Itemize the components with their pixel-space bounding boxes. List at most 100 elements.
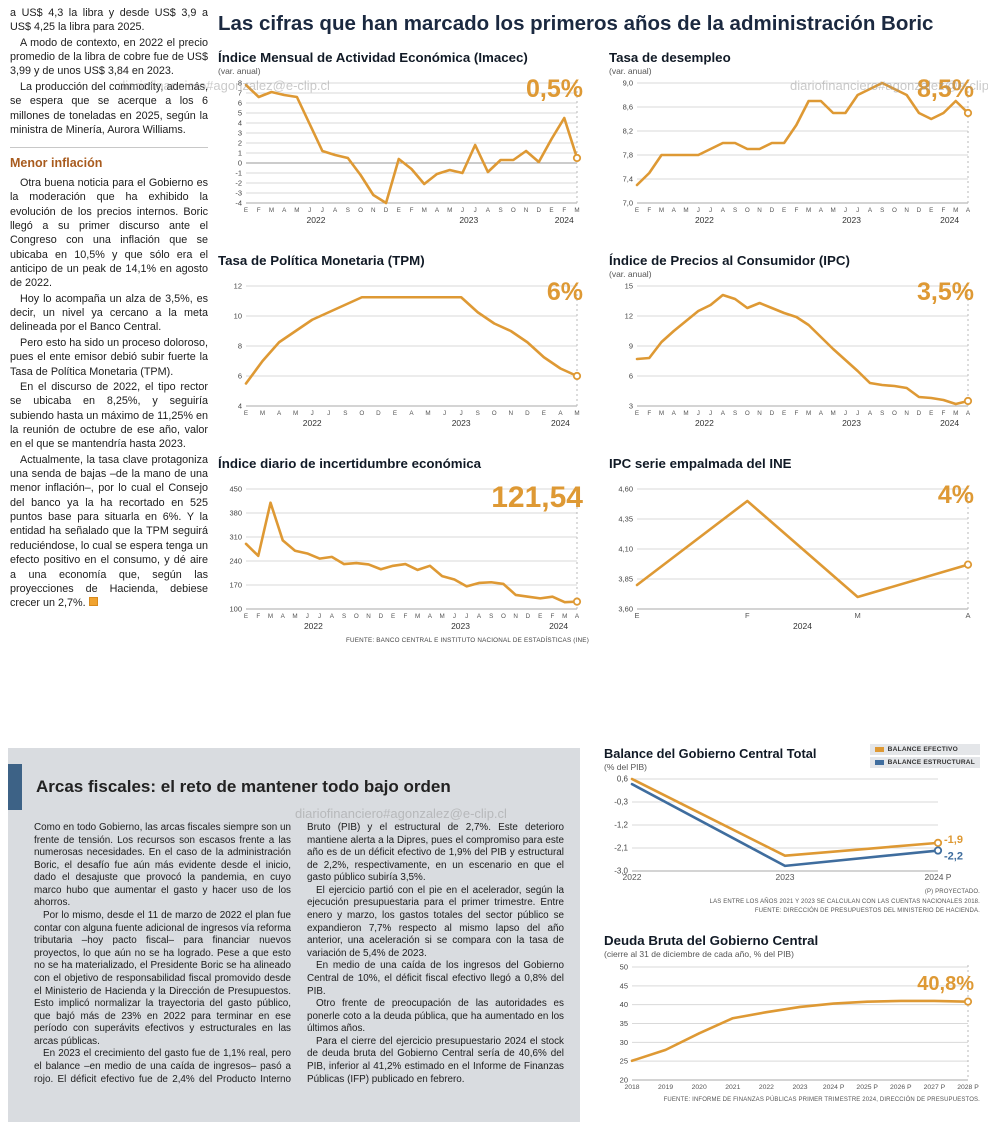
svg-text:2023: 2023 [842,418,861,428]
svg-text:D: D [376,410,381,417]
svg-text:J: J [697,207,700,214]
svg-text:8,6: 8,6 [623,103,633,112]
svg-text:0: 0 [238,159,242,168]
chart-highlight-value: 40,8% [917,972,974,995]
svg-text:M: M [683,207,688,214]
svg-text:-3: -3 [235,189,242,198]
svg-text:J: J [443,410,446,417]
svg-text:F: F [410,207,414,214]
svg-text:J: J [856,410,859,417]
svg-text:2024: 2024 [555,215,574,225]
svg-text:15: 15 [625,282,633,291]
svg-text:E: E [635,410,639,417]
svg-text:240: 240 [229,557,242,566]
article-paragraph: Pero esto ha sido un proceso doloroso, p… [10,336,208,378]
svg-text:M: M [574,410,579,417]
svg-text:J: J [460,410,463,417]
svg-text:S: S [499,207,503,214]
article-end-marker-icon [88,597,98,607]
svg-text:2027 P: 2027 P [924,1084,946,1091]
svg-text:3: 3 [629,402,633,411]
svg-text:6: 6 [629,372,633,381]
svg-text:A: A [965,611,970,620]
charts-section: Las cifras que han marcado los primeros … [218,6,980,644]
svg-text:A: A [672,410,677,417]
svg-text:D: D [537,207,542,214]
svg-text:A: A [409,410,414,417]
svg-text:A: A [277,410,282,417]
charts-source-note: FUENTE: BANCO CENTRAL E INSTITUTO NACION… [345,637,589,644]
article-paragraph: En el discurso de 2022, el tipo rector s… [10,380,208,451]
svg-text:A: A [966,410,971,417]
svg-text:A: A [868,207,873,214]
svg-text:E: E [635,207,639,214]
article-paragraph-text: Actualmente, la tasa clave protagoniza u… [10,453,208,610]
svg-text:-1: -1 [235,169,242,178]
svg-text:3: 3 [238,129,242,138]
chart-ipc: Índice de Precios al Consumidor (IPC) (v… [609,253,980,430]
svg-text:2024 P: 2024 P [925,872,952,882]
svg-text:M: M [806,410,811,417]
svg-text:M: M [855,611,861,620]
svg-text:2023: 2023 [452,418,471,428]
svg-text:F: F [551,613,555,620]
svg-text:8,2: 8,2 [623,127,633,136]
svg-text:M: M [292,613,297,620]
svg-text:2024: 2024 [793,621,812,631]
svg-text:-3,0: -3,0 [614,867,628,876]
svg-text:E: E [549,207,553,214]
svg-text:O: O [359,410,364,417]
chart-title: Índice Mensual de Actividad Económica (I… [218,50,528,65]
svg-text:2022: 2022 [307,215,326,225]
svg-text:4,35: 4,35 [618,515,633,524]
fiscal-paragraph: En medio de una caída de los ingresos de… [307,960,564,997]
svg-text:M: M [953,410,958,417]
svg-text:2020: 2020 [692,1084,707,1091]
article-subheading: Menor inflación [10,147,208,172]
svg-text:O: O [745,410,750,417]
svg-text:380: 380 [229,509,242,518]
chart-subtitle: (% del PIB) [604,762,647,772]
fiscal-paragraph: Como en todo Gobierno, las arcas fiscale… [34,822,291,909]
svg-text:F: F [257,207,261,214]
fiscal-paragraph: En 2023 el crecimiento del gasto fue de … [34,822,564,1085]
svg-text:J: J [474,207,477,214]
svg-text:-0,3: -0,3 [614,798,628,807]
svg-text:8: 8 [238,79,242,88]
svg-text:0,6: 0,6 [617,775,629,784]
svg-text:M: M [659,410,664,417]
svg-text:M: M [294,207,299,214]
svg-text:J: J [844,410,847,417]
svg-text:2024: 2024 [940,215,959,225]
svg-text:J: J [306,613,309,620]
svg-text:A: A [819,207,824,214]
svg-text:E: E [634,611,639,620]
svg-text:M: M [831,410,836,417]
svg-text:J: J [709,207,712,214]
chart-note: LAS ENTRE LOS AÑOS 2021 Y 2023 SE CALCUL… [709,898,980,905]
chart-canvas: 9,0 8,6 8,2 7,8 7,4 7,0 E F M A M J J A S O N D E F M A M J J A S O… [609,77,980,227]
svg-text:20: 20 [620,1075,628,1084]
svg-text:E: E [929,410,933,417]
svg-text:J: J [318,613,321,620]
svg-text:3,60: 3,60 [618,605,633,614]
svg-text:J: J [465,613,468,620]
svg-text:E: E [397,207,401,214]
svg-text:4,60: 4,60 [618,485,633,494]
left-article: a US$ 4,3 la libra y desde US$ 3,9 a US$… [10,6,208,612]
svg-text:2022: 2022 [695,418,714,428]
svg-text:E: E [391,613,395,620]
svg-text:2022: 2022 [623,872,642,882]
svg-text:M: M [293,410,298,417]
chart-highlight-value: 0,5% [526,75,583,103]
svg-text:M: M [268,613,273,620]
chart-title: Deuda Bruta del Gobierno Central [604,932,819,948]
chart-grid: Índice Mensual de Actividad Económica (I… [218,50,980,644]
svg-text:J: J [321,207,324,214]
svg-text:M: M [683,410,688,417]
legend-label: BALANCE EFECTIVO [887,746,958,753]
svg-text:450: 450 [229,485,242,494]
chart-subtitle [218,269,589,280]
svg-text:2022: 2022 [759,1084,774,1091]
svg-text:7,0: 7,0 [623,199,633,208]
